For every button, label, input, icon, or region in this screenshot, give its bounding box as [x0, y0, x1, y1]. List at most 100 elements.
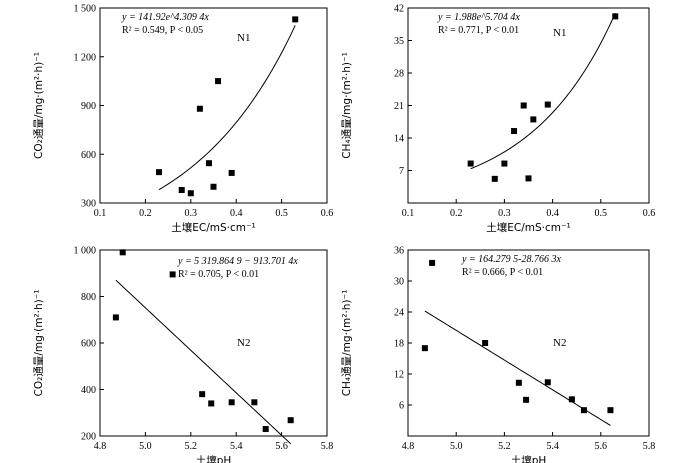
- fit-equation: y = 5 319.864 9 − 913.701 4x: [177, 256, 298, 267]
- data-point: [251, 399, 258, 406]
- fit-line: [115, 279, 292, 445]
- data-point: [421, 345, 428, 352]
- y-tick-label: 800: [81, 292, 96, 303]
- x-tick-label: 5.4: [546, 441, 559, 452]
- fit-equation: y = 141.92e^4.309 4x: [121, 12, 209, 23]
- data-point: [262, 426, 269, 433]
- x-tick-label: 5.8: [321, 441, 334, 452]
- y-tick-label: 1 000: [74, 246, 97, 257]
- y-axis-label: CH₄通量/mg·(m²·h)⁻¹: [341, 290, 353, 397]
- data-point: [287, 417, 294, 424]
- x-tick-label: 5.0: [139, 441, 152, 452]
- y-tick-label: 21: [394, 101, 404, 112]
- fit-equation: y = 1.988e^5.704 4x: [437, 12, 520, 23]
- x-tick-label: 5.2: [185, 441, 198, 452]
- data-point: [178, 187, 185, 193]
- x-tick-label: 0.6: [321, 208, 334, 219]
- data-point: [208, 400, 215, 407]
- y-tick-label: 28: [394, 69, 404, 80]
- x-axis-label: 土壤EC/mS·cm⁻¹: [171, 221, 256, 234]
- x-tick-label: 5.6: [595, 441, 608, 452]
- data-point: [544, 101, 551, 108]
- x-tick-label: 5.2: [498, 441, 511, 452]
- data-point: [523, 396, 530, 403]
- panel-1: 0.1 0.2 0.3 0.4 0.5 0.6 300 600 900 1 200 1 500 土壤E…: [33, 4, 333, 235]
- data-point: [292, 16, 299, 23]
- data-point: [205, 160, 212, 167]
- data-point: [112, 314, 119, 321]
- panel-3: 4.8 5.0 5.2 5.4 5.6 5.8 200 400 600 800 1 000 土壤pH C…: [33, 246, 333, 463]
- x-tick-label: 0.2: [139, 208, 152, 219]
- plot-frame: [99, 7, 328, 204]
- x-tick-label: 0.5: [595, 208, 608, 219]
- x-tick-label: 0.4: [230, 208, 243, 219]
- y-tick-label: 1 500: [74, 4, 97, 15]
- panel-tag: N1: [553, 27, 566, 39]
- y-axis-label: CO₂通量/mg·(m²·h)⁻¹: [33, 52, 45, 159]
- y-axis-label: CH₄通量/mg·(m²·h)⁻¹: [341, 52, 353, 159]
- x-axis-label: 土壤EC/mS·cm⁻¹: [486, 221, 571, 234]
- fit-statistics: R² = 0.771, P < 0.01: [438, 25, 519, 36]
- x-tick-label: 4.8: [94, 441, 107, 452]
- data-point: [482, 340, 489, 346]
- x-tick-label: 0.1: [94, 208, 107, 219]
- x-tick-label: 5.4: [230, 441, 243, 452]
- data-point: [210, 183, 217, 190]
- data-point: [511, 128, 518, 135]
- data-point: [228, 169, 235, 176]
- y-tick-label: 18: [394, 339, 404, 350]
- fit-line: [470, 13, 616, 170]
- data-point: [607, 407, 614, 414]
- fit-line: [158, 25, 296, 191]
- data-point: [491, 175, 498, 182]
- panel-4: 4.8 5.0 5.2 5.4 5.6 5.8 6 12 18 24 30 36 土壤pH CH₄通量/m…: [341, 246, 655, 463]
- y-tick-label: 30: [394, 277, 404, 288]
- x-tick-label: 0.1: [402, 208, 415, 219]
- data-point: [544, 379, 551, 386]
- x-axis-label: 土壤pH: [511, 454, 547, 463]
- plot-frame: [407, 7, 650, 204]
- fit-equation: y = 164.279 5-28.766 3x: [461, 254, 562, 265]
- x-tick-label: 0.2: [450, 208, 463, 219]
- data-point: [199, 391, 206, 398]
- x-tick-label: 5.0: [450, 441, 463, 452]
- data-point: [580, 407, 587, 414]
- y-tick-label: 42: [394, 4, 404, 15]
- y-tick-label: 600: [81, 339, 96, 350]
- data-point: [515, 379, 522, 386]
- data-point: [530, 116, 537, 123]
- x-tick-label: 0.6: [643, 208, 656, 219]
- x-tick-label: 5.8: [643, 441, 656, 452]
- data-point: [429, 259, 436, 266]
- data-point: [119, 249, 126, 256]
- data-point: [156, 169, 163, 176]
- fit-statistics: R² = 0.705, P < 0.01: [178, 269, 259, 280]
- data-point: [467, 160, 474, 167]
- data-point: [568, 396, 575, 403]
- y-tick-label: 12: [394, 370, 404, 381]
- x-axis-label: 土壤pH: [196, 454, 232, 463]
- panel-tag: N2: [237, 337, 250, 349]
- data-point: [169, 271, 176, 278]
- y-tick-label: 900: [81, 101, 96, 112]
- y-tick-label: 6: [399, 401, 404, 412]
- y-tick-label: 24: [394, 308, 404, 319]
- fit-statistics: R² = 0.666, P < 0.01: [462, 267, 543, 278]
- data-point: [525, 175, 532, 182]
- data-point: [228, 399, 235, 406]
- fit-statistics: R² = 0.549, P < 0.05: [122, 25, 203, 36]
- panel-tag: N1: [237, 32, 250, 44]
- x-tick-label: 0.4: [546, 208, 559, 219]
- data-point: [501, 160, 508, 167]
- data-point: [520, 102, 527, 109]
- y-tick-label: 36: [394, 246, 404, 257]
- fit-line: [424, 310, 611, 426]
- x-tick-label: 0.3: [498, 208, 511, 219]
- data-point: [612, 13, 619, 20]
- x-tick-label: 0.3: [185, 208, 198, 219]
- y-tick-label: 7: [399, 166, 404, 177]
- y-tick-label: 1 200: [74, 52, 97, 63]
- y-tick-label: 300: [81, 199, 96, 210]
- x-tick-label: 5.6: [275, 441, 288, 452]
